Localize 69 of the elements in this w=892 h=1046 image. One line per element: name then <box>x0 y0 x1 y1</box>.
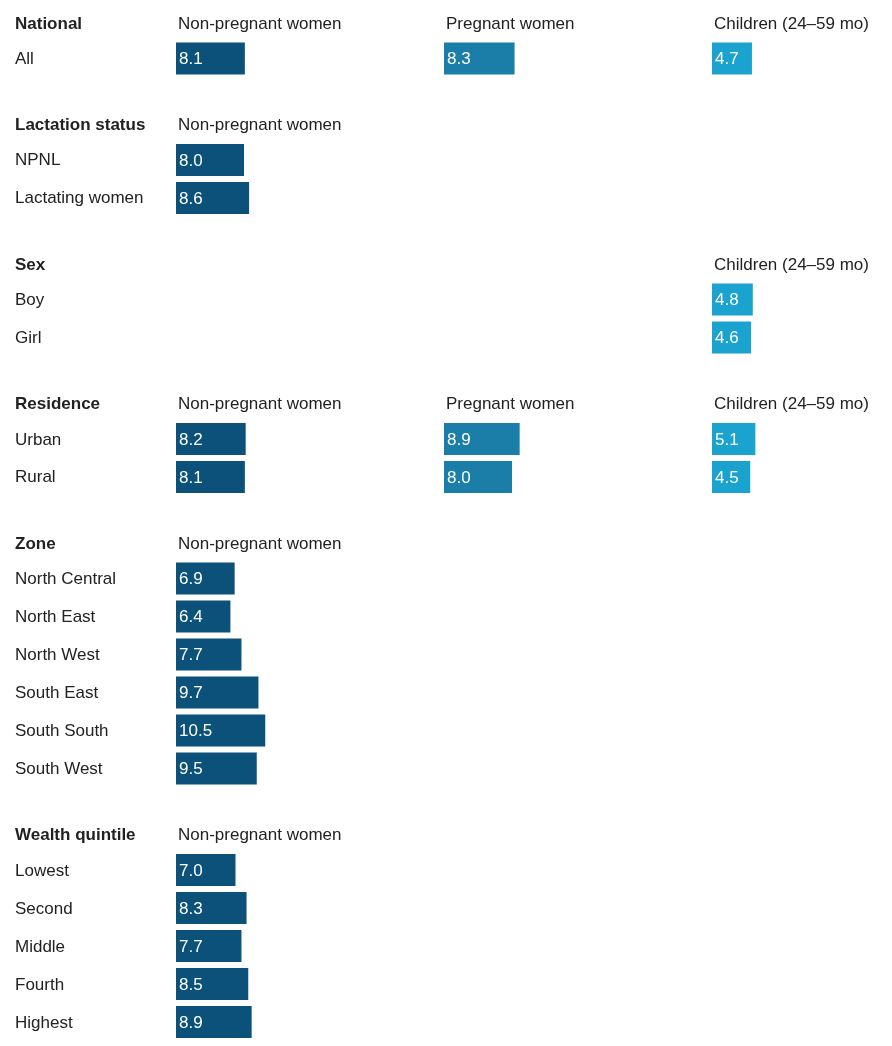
chart-title: Lactation status <box>15 115 146 134</box>
data-label: 8.0 <box>179 150 203 170</box>
data-label: 4.6 <box>715 328 739 347</box>
bar <box>176 714 266 747</box>
data-label: 7.7 <box>179 645 203 664</box>
chart-title: Wealth quintile <box>15 825 136 844</box>
y-tick-label: North Central <box>15 569 117 588</box>
series-label: Non-pregnant women <box>178 14 342 33</box>
y-tick-label: North West <box>15 645 100 664</box>
data-label: 8.1 <box>179 49 203 68</box>
data-label: 4.5 <box>715 467 739 487</box>
data-label: 5.1 <box>715 429 739 449</box>
y-tick-label: Highest <box>15 1013 73 1032</box>
y-tick-label: South East <box>15 683 99 702</box>
data-label: 7.7 <box>179 936 203 956</box>
y-tick-label: Second <box>15 899 73 918</box>
y-tick-label: NPNL <box>15 150 61 169</box>
y-tick-label: Middle <box>15 937 66 956</box>
y-tick-label: Boy <box>15 290 45 309</box>
bar <box>176 676 259 709</box>
series-label: Non-pregnant women <box>178 534 342 553</box>
y-tick-label: Lowest <box>15 861 70 880</box>
series-label: Children (24–59 mo) <box>714 14 869 33</box>
series-label: Children (24–59 mo) <box>714 255 869 274</box>
y-tick-label: All <box>15 49 34 68</box>
y-tick-label: South West <box>15 759 103 778</box>
bar <box>176 968 249 1000</box>
chart-title: National <box>15 14 83 33</box>
y-tick-label: Urban <box>15 430 62 449</box>
chart-title: Residence <box>15 394 101 413</box>
y-tick-label: Rural <box>15 467 56 486</box>
bar <box>176 638 242 671</box>
y-tick-label: North East <box>15 607 96 626</box>
data-label: 8.3 <box>179 898 203 918</box>
bar <box>176 562 235 595</box>
series-label: Non-pregnant women <box>178 115 342 134</box>
data-label: 6.9 <box>179 569 203 588</box>
y-tick-label: Fourth <box>15 975 65 994</box>
data-label: 8.2 <box>179 429 203 449</box>
data-label: 8.9 <box>447 429 471 449</box>
data-label: 8.0 <box>447 467 471 487</box>
data-label: 9.5 <box>179 759 203 778</box>
series-label: Pregnant women <box>446 14 575 33</box>
y-tick-label: Lactating women <box>15 188 144 207</box>
text: Zone <box>15 534 56 553</box>
bar <box>176 752 257 785</box>
data-label: 4.7 <box>715 49 739 68</box>
data-label: 8.6 <box>179 188 203 208</box>
data-label: 8.3 <box>447 49 471 68</box>
data-label: 8.5 <box>179 974 203 994</box>
data-label: 7.0 <box>179 860 203 880</box>
bar <box>176 1006 252 1038</box>
y-tick-label: South South <box>15 721 109 740</box>
bar <box>176 854 236 886</box>
data-label: 6.4 <box>179 607 203 626</box>
data-label: 8.1 <box>179 467 203 487</box>
bar <box>176 892 247 924</box>
series-label: Children (24–59 mo) <box>714 394 869 413</box>
y-tick-label: Girl <box>15 328 42 347</box>
bar <box>176 930 242 962</box>
bar <box>176 600 231 633</box>
data-label: 4.8 <box>715 290 739 309</box>
data-label: 10.5 <box>179 721 213 740</box>
series-label: Pregnant women <box>446 394 575 413</box>
series-label: Non-pregnant women <box>178 394 342 413</box>
series-label: Non-pregnant women <box>178 825 342 844</box>
text: Sex <box>15 255 46 274</box>
data-label: 8.9 <box>179 1012 203 1032</box>
data-label: 9.7 <box>179 683 203 702</box>
